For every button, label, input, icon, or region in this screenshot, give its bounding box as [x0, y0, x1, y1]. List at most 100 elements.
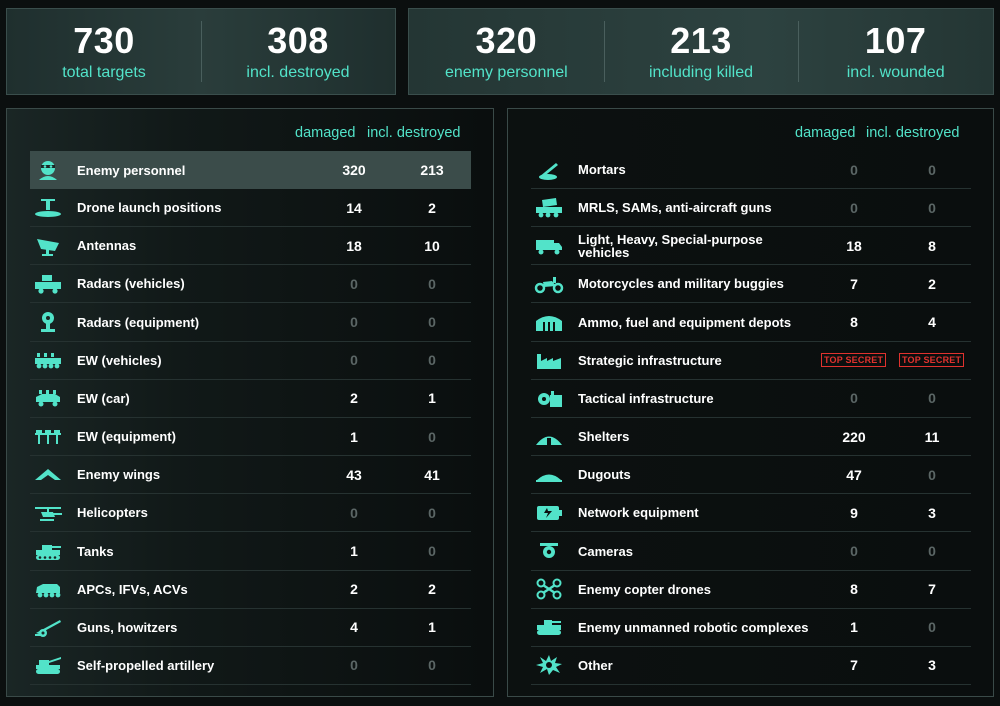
table-row: Light, Heavy, Special-purpose vehicles 18… — [531, 227, 971, 266]
stat-value: 107 — [864, 19, 927, 61]
row-label: Radars (vehicles) — [77, 276, 185, 292]
table-row: Enemy personnel 320 213 — [30, 151, 471, 189]
damaged-value: 2 — [350, 390, 358, 407]
destroyed-value: 0 — [928, 390, 936, 407]
destroyed-value: 1 — [428, 390, 436, 407]
stat-including-killed: 213 including killed — [603, 9, 799, 94]
table-row: Enemy unmanned robotic complexes 1 0 — [531, 609, 971, 647]
destroyed-value: 0 — [428, 314, 436, 331]
radar-vehicle-icon — [30, 271, 66, 297]
row-label: Shelters — [578, 429, 630, 445]
damaged-value: 8 — [850, 314, 858, 331]
table-row: MRLS, SAMs, anti-aircraft guns 0 0 — [531, 189, 971, 228]
summary-personnel-box: 320 enemy personnel 213 including killed… — [408, 8, 994, 95]
row-label: Enemy unmanned robotic complexes — [578, 619, 809, 635]
apc-icon — [30, 576, 66, 602]
damaged-value: 43 — [346, 466, 362, 483]
antenna-icon — [30, 233, 66, 259]
damaged-value: 0 — [350, 504, 358, 521]
row-label: Cameras — [578, 543, 633, 559]
column-header-damaged: damaged — [295, 125, 356, 141]
damaged-value: 18 — [346, 237, 362, 254]
damaged-value: 0 — [350, 352, 358, 369]
destroyed-value: 0 — [428, 657, 436, 674]
destroyed-value: 10 — [424, 237, 440, 254]
stat-value: 308 — [267, 19, 329, 61]
damaged-value: 0 — [850, 199, 858, 216]
stat-label: total targets — [62, 63, 146, 81]
row-label: Enemy personnel — [77, 162, 186, 178]
table-row: Dugouts 47 0 — [531, 456, 971, 495]
destroyed-value: 2 — [428, 581, 436, 598]
row-label: Self-propelled artillery — [77, 657, 215, 673]
row-label: Radars (equipment) — [77, 314, 200, 330]
explosion-icon — [531, 652, 567, 678]
damaged-value: 2 — [350, 581, 358, 598]
damaged-value: 0 — [350, 657, 358, 674]
row-label: Tanks — [77, 543, 114, 559]
damaged-value: TOP SECRET — [821, 353, 887, 368]
enemy-personnel-icon — [30, 157, 66, 183]
column-header-destroyed: incl. destroyed — [866, 125, 960, 141]
row-label: EW (equipment) — [77, 429, 176, 445]
ew-vehicle-icon — [30, 347, 66, 373]
table-row: Strategic infrastructure TOP SECRET TOP SE… — [531, 342, 971, 380]
truck-icon — [531, 233, 567, 259]
destroyed-value: 213 — [420, 162, 444, 178]
destroyed-value: 11 — [924, 428, 940, 445]
destroyed-value: 7 — [928, 581, 936, 598]
row-label: Antennas — [77, 238, 137, 254]
copter-drone-icon — [531, 576, 567, 602]
mrls-icon — [531, 195, 567, 221]
destroyed-value: 0 — [428, 428, 436, 445]
table-row: Drone launch positions 14 2 — [30, 189, 471, 228]
row-label: Ammo, fuel and equipment depots — [578, 314, 792, 330]
camera-icon — [531, 538, 567, 564]
row-label: APCs, IFVs, ACVs — [77, 581, 188, 597]
stat-value: 320 — [475, 19, 538, 61]
table-row: Tanks 1 0 — [30, 533, 471, 571]
ew-equipment-icon — [30, 424, 66, 450]
stat-incl-wounded: 107 incl. wounded — [798, 9, 993, 94]
depot-icon — [531, 309, 567, 335]
row-label: Enemy copter drones — [578, 581, 711, 597]
damaged-value: 320 — [342, 162, 366, 178]
row-label: Strategic infrastructure — [578, 352, 722, 368]
column-header-damaged: damaged — [795, 125, 856, 141]
row-label: Drone launch positions — [77, 200, 222, 216]
damaged-value: 7 — [850, 657, 858, 674]
mortar-icon — [531, 157, 567, 183]
row-label: Tactical infrastructure — [578, 390, 714, 406]
factory-icon — [531, 347, 567, 373]
table-row: Network equipment 9 3 — [531, 494, 971, 533]
stat-value: 730 — [73, 19, 135, 61]
gear-building-icon — [531, 385, 567, 411]
row-label: Guns, howitzers — [77, 619, 178, 635]
stat-total-targets: 730 total targets — [7, 9, 201, 94]
destroyed-value: 8 — [928, 237, 936, 254]
network-equipment-icon — [531, 500, 567, 526]
column-header-destroyed: incl. destroyed — [367, 125, 461, 141]
table-row: Radars (equipment) 0 0 — [30, 304, 471, 342]
destroyed-value: 0 — [428, 275, 436, 292]
table-row: Self-propelled artillery 0 0 — [30, 647, 471, 685]
ew-car-icon — [30, 385, 66, 411]
row-label: Helicopters — [77, 505, 148, 521]
row-label: MRLS, SAMs, anti-aircraft guns — [578, 200, 772, 216]
stat-label: incl. wounded — [846, 63, 945, 81]
damaged-value: 1 — [350, 543, 358, 559]
stat-label: incl. destroyed — [246, 63, 350, 81]
stat-label: including killed — [648, 63, 754, 81]
damaged-value: 14 — [346, 199, 362, 216]
stat-value: 213 — [670, 19, 732, 61]
table-row: APCs, IFVs, ACVs 2 2 — [30, 571, 471, 609]
damaged-value: 220 — [842, 428, 866, 445]
damaged-value: 7 — [850, 275, 858, 292]
stat-enemy-personnel: 320 enemy personnel — [409, 9, 604, 94]
destroyed-value: 0 — [928, 619, 936, 636]
targets-table-left: damaged incl. destroyed Enemy personnel 3… — [6, 108, 494, 697]
damaged-value: 0 — [850, 543, 858, 559]
targets-table-right: damaged incl. destroyed Mortars 0 0 MRLS, S… — [507, 108, 994, 697]
damaged-value: 1 — [350, 428, 358, 445]
table-row: EW (car) 2 1 — [30, 380, 471, 418]
